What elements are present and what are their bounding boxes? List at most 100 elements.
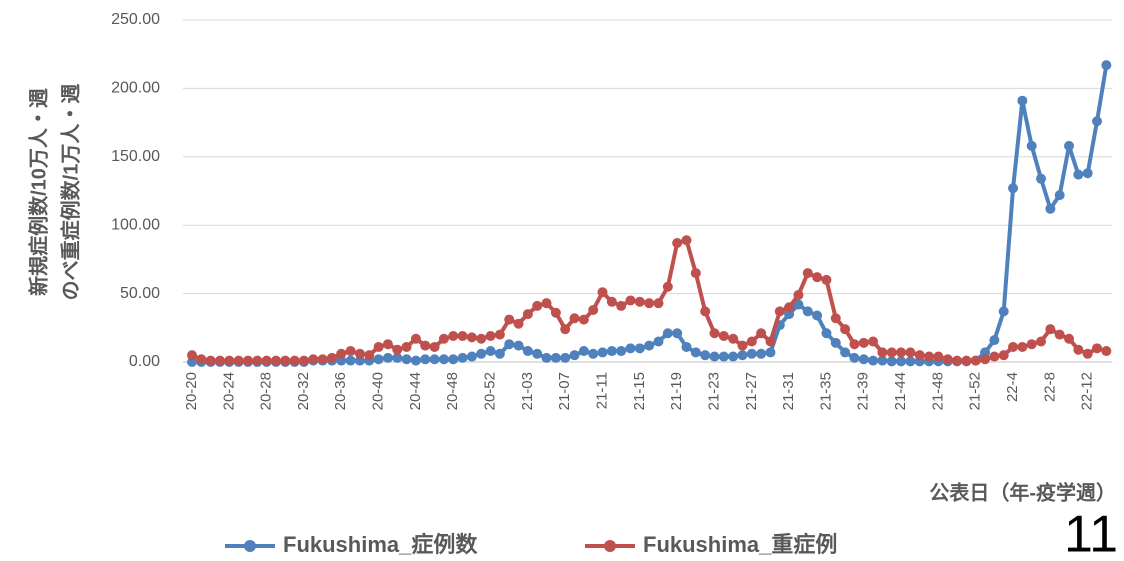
data-point: [373, 354, 384, 365]
y-tick-label: 200.00: [111, 80, 160, 97]
data-point: [830, 313, 841, 324]
data-point: [793, 299, 804, 310]
data-point: [410, 355, 421, 366]
x-tick-label: 20-20: [183, 372, 200, 410]
data-point: [1008, 183, 1019, 194]
data-point: [466, 332, 477, 343]
data-point: [392, 344, 403, 355]
data-point: [214, 355, 225, 366]
data-point: [746, 348, 757, 359]
data-point: [532, 300, 543, 311]
data-point: [364, 350, 375, 361]
data-point: [1082, 168, 1093, 179]
data-point: [728, 333, 739, 344]
data-point: [784, 309, 795, 320]
data-point: [914, 350, 925, 361]
data-point: [858, 354, 869, 365]
data-point: [597, 347, 608, 358]
data-point: [980, 354, 991, 365]
data-point: [336, 348, 347, 359]
data-point: [1101, 60, 1112, 71]
data-point: [840, 347, 851, 358]
data-point: [1092, 116, 1103, 127]
data-point: [1054, 329, 1065, 340]
data-point: [1073, 344, 1084, 355]
series-line: [192, 64, 1109, 364]
data-point: [541, 298, 552, 309]
x-tick-label: 22-8: [1041, 372, 1058, 402]
data-point: [886, 356, 897, 367]
data-point: [672, 237, 683, 248]
data-point: [270, 355, 281, 366]
legend-marker: [604, 540, 616, 552]
data-point: [354, 355, 365, 366]
data-point: [336, 355, 347, 366]
x-tick-label: 21-11: [593, 372, 610, 409]
data-point: [569, 313, 580, 324]
data-point: [410, 333, 421, 344]
data-point: [289, 355, 300, 366]
data-point: [616, 300, 627, 311]
x-tick-label: 20-36: [332, 372, 349, 410]
data-point: [382, 339, 393, 350]
data-point: [616, 346, 627, 357]
data-point: [494, 329, 505, 340]
data-point: [952, 355, 963, 366]
data-point: [560, 324, 571, 335]
data-point: [886, 347, 897, 358]
data-point: [653, 336, 664, 347]
data-point: [718, 331, 729, 342]
data-point: [317, 354, 328, 365]
data-point: [187, 357, 197, 367]
data-point: [1026, 339, 1037, 350]
x-tick-label: 20-28: [258, 372, 275, 410]
data-point: [662, 281, 673, 292]
data-point: [578, 314, 589, 325]
data-point: [550, 352, 561, 363]
data-point: [700, 350, 711, 361]
data-point: [681, 235, 692, 246]
data-point: [681, 341, 692, 352]
x-tick-label: 20-24: [220, 372, 237, 410]
data-point: [924, 351, 935, 362]
data-point: [672, 328, 683, 339]
data-point: [373, 341, 384, 352]
data-point: [1064, 140, 1075, 151]
data-point: [513, 340, 524, 351]
x-tick-label: 21-23: [705, 372, 722, 410]
data-point: [1054, 190, 1065, 201]
data-point: [1008, 341, 1019, 352]
x-tick-label: 21-39: [855, 372, 872, 410]
data-point: [662, 328, 673, 339]
x-tick-label: 22-4: [1004, 372, 1021, 402]
data-point: [830, 337, 841, 348]
data-point: [998, 350, 1009, 361]
data-point: [998, 306, 1009, 317]
data-point: [718, 351, 729, 362]
x-tick-label: 20-32: [295, 372, 312, 410]
data-point: [457, 352, 468, 363]
data-point: [933, 351, 944, 362]
data-point: [765, 336, 776, 347]
data-point: [858, 337, 869, 348]
data-point: [606, 296, 617, 307]
data-point: [457, 331, 468, 342]
data-point: [560, 352, 571, 363]
data-point: [532, 348, 543, 359]
data-point: [205, 355, 216, 366]
data-point: [448, 331, 459, 342]
data-point: [578, 346, 589, 357]
data-point: [280, 355, 291, 366]
data-point: [1036, 173, 1047, 184]
data-point: [354, 348, 365, 359]
data-point: [1082, 348, 1093, 359]
data-point: [1045, 324, 1056, 335]
data-point: [737, 340, 748, 351]
data-point: [420, 354, 431, 365]
data-point: [634, 343, 645, 354]
x-tick-label: 21-19: [668, 372, 685, 410]
y-tick-label: 0.00: [129, 353, 160, 370]
data-point: [522, 346, 533, 357]
x-tick-label: 21-31: [780, 372, 797, 410]
